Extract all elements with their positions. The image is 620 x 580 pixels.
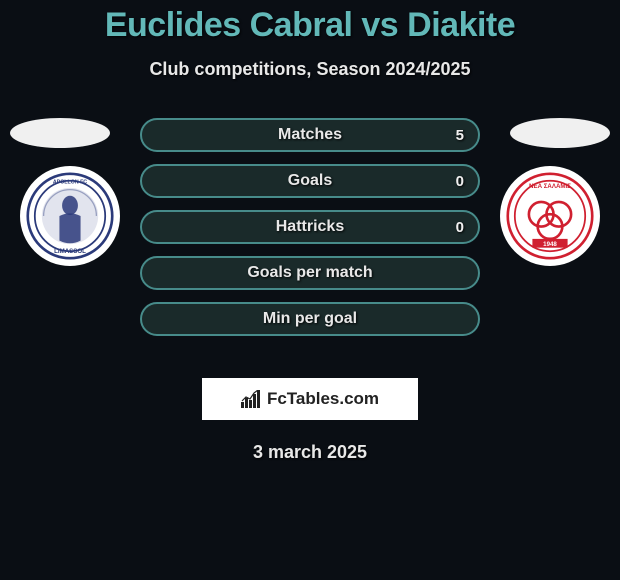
stat-label: Matches [278,126,342,144]
stat-row-hattricks: Hattricks 0 [140,210,480,244]
brand-text: FcTables.com [267,389,379,409]
date-text: 3 march 2025 [0,442,620,463]
stat-row-goals-per-match: Goals per match [140,256,480,290]
stat-right-value: 5 [456,127,464,144]
bars-icon [241,390,263,408]
club-crest-left: LIMASSOL APOLLON FC [20,166,120,266]
stat-label: Hattricks [276,218,344,236]
stat-right-value: 0 [456,219,464,236]
svg-text:1948: 1948 [543,241,557,248]
stat-label: Goals per match [247,264,372,282]
svg-text:LIMASSOL: LIMASSOL [54,248,86,255]
stat-row-matches: Matches 5 [140,118,480,152]
svg-text:ΝΕΑ ΣΑΛΑΜΙΣ: ΝΕΑ ΣΑΛΑΜΙΣ [529,183,571,190]
player-photo-left [10,118,110,148]
crest-left-icon: LIMASSOL APOLLON FC [26,172,114,260]
stat-right-value: 0 [456,173,464,190]
stat-row-goals: Goals 0 [140,164,480,198]
stat-label: Min per goal [263,310,357,328]
brand-badge: FcTables.com [202,378,418,420]
stat-row-min-per-goal: Min per goal [140,302,480,336]
page-title: Euclides Cabral vs Diakite [0,6,620,45]
comparison-card: Euclides Cabral vs Diakite Club competit… [0,0,620,463]
stat-label: Goals [288,172,332,190]
comparison-body: LIMASSOL APOLLON FC ΝΕΑ ΣΑΛΑΜΙΣ 1948 Mat… [0,118,620,378]
player-photo-right [510,118,610,148]
crest-right-icon: ΝΕΑ ΣΑΛΑΜΙΣ 1948 [506,172,594,260]
subtitle: Club competitions, Season 2024/2025 [0,59,620,80]
club-crest-right: ΝΕΑ ΣΑΛΑΜΙΣ 1948 [500,166,600,266]
svg-text:APOLLON FC: APOLLON FC [53,179,87,185]
stat-pill-list: Matches 5 Goals 0 Hattricks 0 Goals per … [140,118,480,348]
